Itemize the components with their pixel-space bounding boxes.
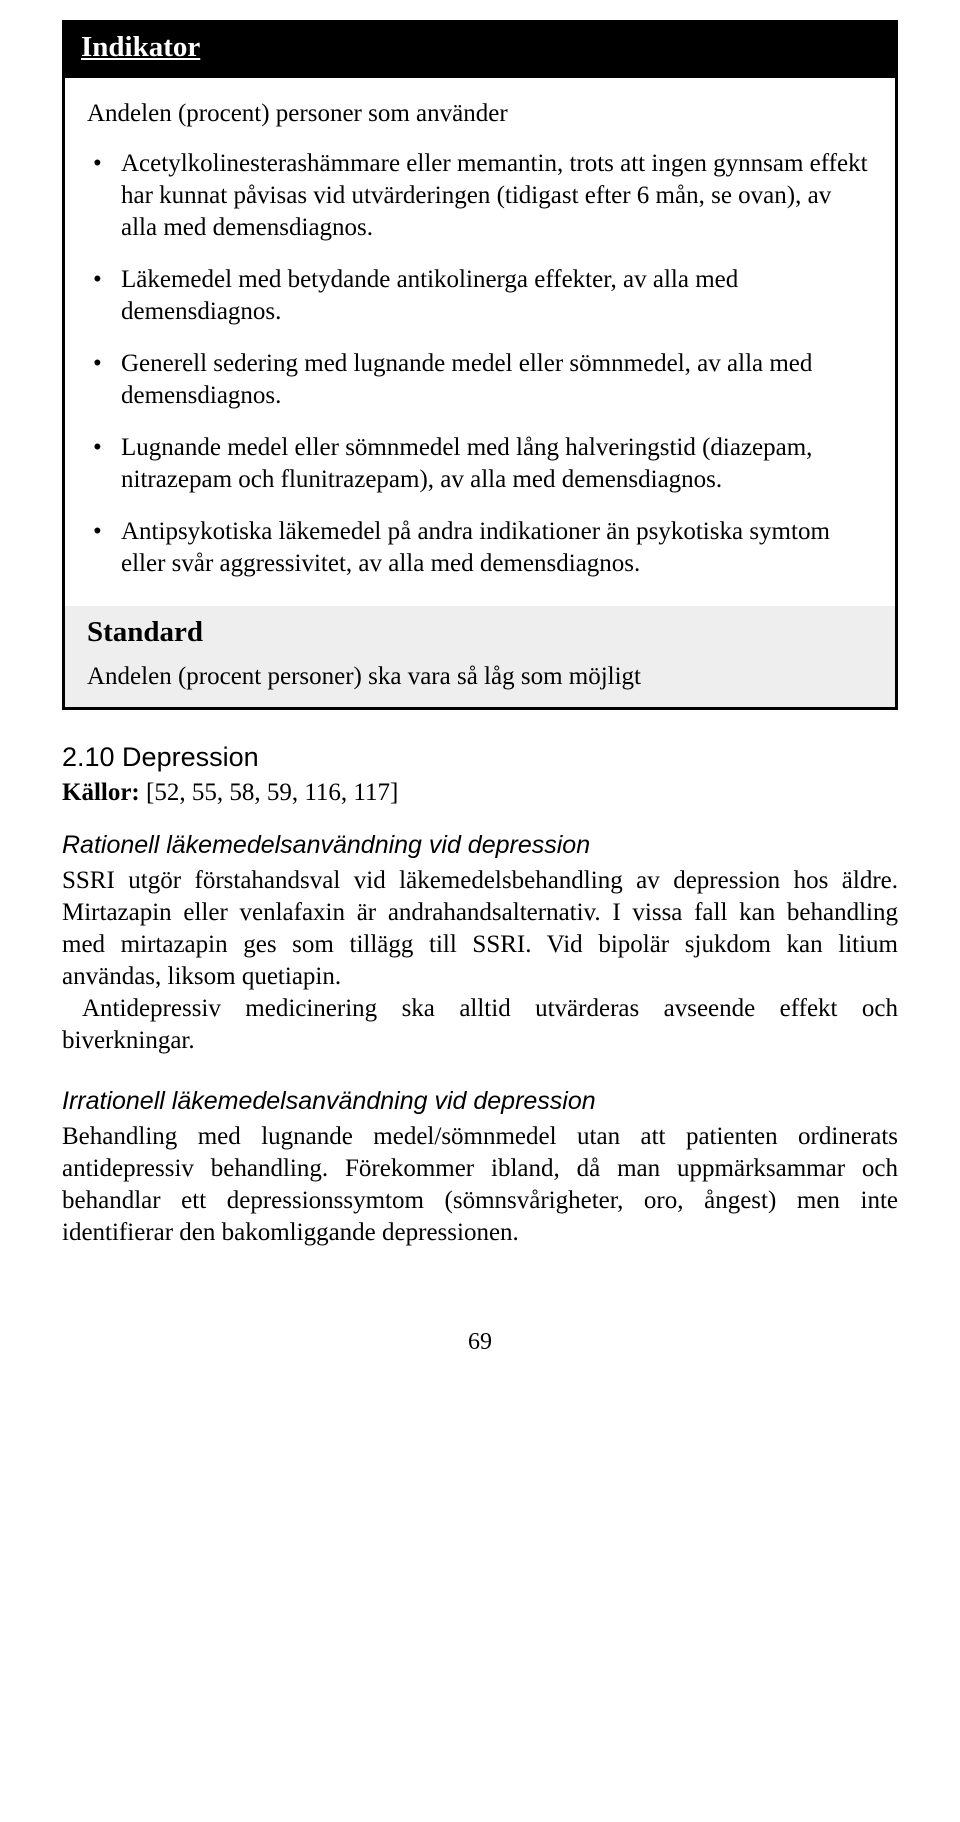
indicator-title: Indikator: [65, 23, 895, 78]
rational-p1: SSRI utgör förstahandsval vid läkemedels…: [62, 865, 898, 993]
section-heading: 2.10 Depression: [62, 740, 898, 775]
standard-text: Andelen (procent personer) ska vara så l…: [87, 661, 873, 693]
indicator-bullet: Acetylkolinesterashämmare eller memantin…: [87, 148, 873, 244]
page-number: 69: [62, 1327, 898, 1358]
indicator-lead: Andelen (procent) personer som använder: [87, 98, 873, 130]
standard-title: Standard: [87, 614, 873, 651]
sources-list: [52, 55, 58, 59, 116, 117]: [146, 779, 398, 806]
rational-p2: Antidepressiv medicinering ska alltid ut…: [62, 993, 898, 1057]
irrational-p1: Behandling med lugnande medel/sömnmedel …: [62, 1121, 898, 1249]
rational-subhead: Rationell läkemedelsanvändning vid depre…: [62, 829, 898, 861]
indicator-box: Indikator Andelen (procent) personer som…: [62, 20, 898, 710]
indicator-bullet: Lugnande medel eller sömnmedel med lång …: [87, 432, 873, 496]
indicator-bullet: Läkemedel med betydande antikolinerga ef…: [87, 264, 873, 328]
indicator-bullet-list: Acetylkolinesterashämmare eller memantin…: [87, 148, 873, 580]
standard-block: Standard Andelen (procent personer) ska …: [65, 606, 895, 707]
indicator-bullet: Generell sedering med lugnande medel ell…: [87, 348, 873, 412]
sources-line: Källor: [52, 55, 58, 59, 116, 117]: [62, 777, 898, 809]
indicator-bullet: Antipsykotiska läkemedel på andra indika…: [87, 516, 873, 580]
indicator-body: Andelen (procent) personer som använder …: [65, 78, 895, 606]
irrational-subhead: Irrationell läkemedelsanvändning vid dep…: [62, 1085, 898, 1117]
sources-label: Källor:: [62, 779, 140, 806]
